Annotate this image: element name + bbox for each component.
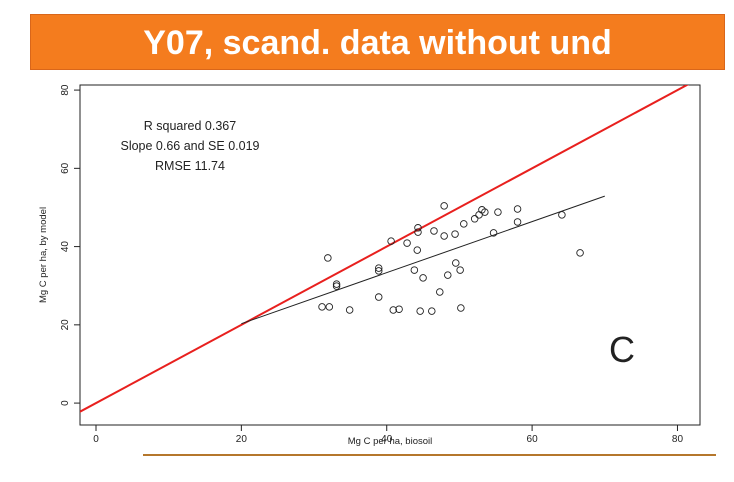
data-point (413, 246, 422, 254)
y-tick-label: 40 (60, 241, 71, 253)
data-point (325, 303, 334, 311)
x-tick-label: 60 (527, 434, 539, 445)
data-point (452, 259, 460, 267)
data-point (395, 305, 403, 313)
panel-letter: C (609, 329, 635, 370)
x-axis-label: Mg C per ha, biosoil (348, 436, 432, 447)
y-tick-label: 0 (60, 400, 71, 406)
data-point (460, 220, 468, 228)
data-point (410, 266, 419, 274)
data-point (451, 230, 459, 238)
x-tick-label: 80 (672, 434, 684, 445)
plot-area (80, 85, 690, 413)
data-point (428, 307, 436, 315)
data-point (387, 237, 395, 245)
y-tick-label: 20 (60, 319, 71, 331)
data-point (414, 228, 422, 236)
data-point (440, 202, 448, 210)
data-point (419, 274, 427, 282)
data-point (513, 218, 522, 226)
data-point (403, 239, 411, 247)
data-point (440, 232, 448, 240)
data-point (576, 249, 584, 257)
data-point (444, 271, 452, 279)
chart-title: Y07, scand. data without und (30, 14, 725, 70)
y-tick-label: 80 (60, 84, 71, 96)
data-point (345, 306, 354, 314)
data-point (389, 306, 398, 314)
x-tick-label: 40 (381, 434, 393, 445)
annotation: Slope 0.66 and SE 0.019 (120, 139, 259, 153)
data-point (332, 282, 341, 290)
data-point (470, 215, 479, 223)
data-point (494, 208, 502, 216)
data-point (430, 227, 438, 235)
data-point (513, 205, 522, 213)
data-point (456, 266, 464, 274)
plot-frame (79, 84, 701, 426)
data-point (457, 304, 465, 312)
data-point (374, 267, 383, 275)
data-point (332, 280, 341, 288)
fit-line (241, 195, 605, 325)
annotation: R squared 0.367 (144, 119, 236, 133)
data-point (318, 303, 326, 311)
x-tick-label: 0 (93, 434, 99, 445)
annotation: RMSE 11.74 (155, 159, 225, 173)
data-point (481, 208, 489, 216)
data-point (436, 288, 444, 296)
y-axis-label: Mg C per ha, by model (38, 207, 49, 303)
data-point (374, 293, 383, 301)
identity-line (80, 85, 690, 413)
data-point (374, 264, 383, 272)
data-point (416, 307, 424, 315)
x-tick-label: 20 (236, 434, 248, 445)
data-point (558, 211, 566, 219)
y-tick-label: 60 (60, 162, 71, 174)
data-point (414, 224, 422, 232)
data-point (324, 254, 332, 262)
data-point (489, 229, 498, 237)
